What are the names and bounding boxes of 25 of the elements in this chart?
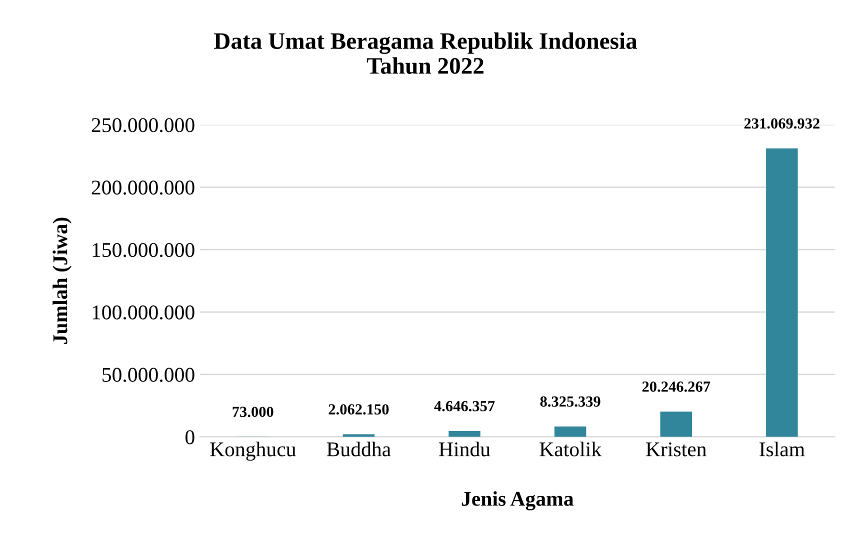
- x-tick-label: Hindu: [439, 442, 490, 456]
- data-label: 231.069.932: [744, 118, 820, 129]
- y-axis-title: Jumlah (Jiwa): [52, 218, 72, 344]
- x-tick-label: Katolik: [540, 442, 602, 456]
- bar: [660, 412, 692, 437]
- bar: [448, 431, 480, 437]
- x-tick-label: Islam: [760, 442, 805, 456]
- bar: [766, 148, 798, 437]
- data-label: 4.646.357: [434, 401, 495, 412]
- x-axis-title: Jenis Agama: [462, 491, 574, 510]
- data-label: 8.325.339: [540, 396, 600, 407]
- data-label: 2.062.150: [328, 404, 389, 415]
- x-tick-label: Konghucu: [210, 442, 296, 461]
- data-label: 73.000: [232, 406, 274, 418]
- y-tick-label: 0: [186, 430, 194, 444]
- x-tick-label: Buddha: [326, 442, 391, 456]
- data-label: 20.246.267: [642, 382, 710, 392]
- bar: [554, 426, 586, 437]
- chart-title: Data Umat Beragama Republik Indonesia Tahun 2022: [214, 32, 638, 74]
- x-tick-label: Kristen: [646, 442, 706, 456]
- y-tick-label: 150.000.000: [92, 242, 194, 258]
- y-tick-label: 200.000.000: [92, 180, 194, 195]
- y-tick-label: 100.000.000: [92, 305, 194, 320]
- y-tick-label: 50.000.000: [102, 368, 194, 382]
- y-tick-label: 250.000.000: [92, 118, 194, 132]
